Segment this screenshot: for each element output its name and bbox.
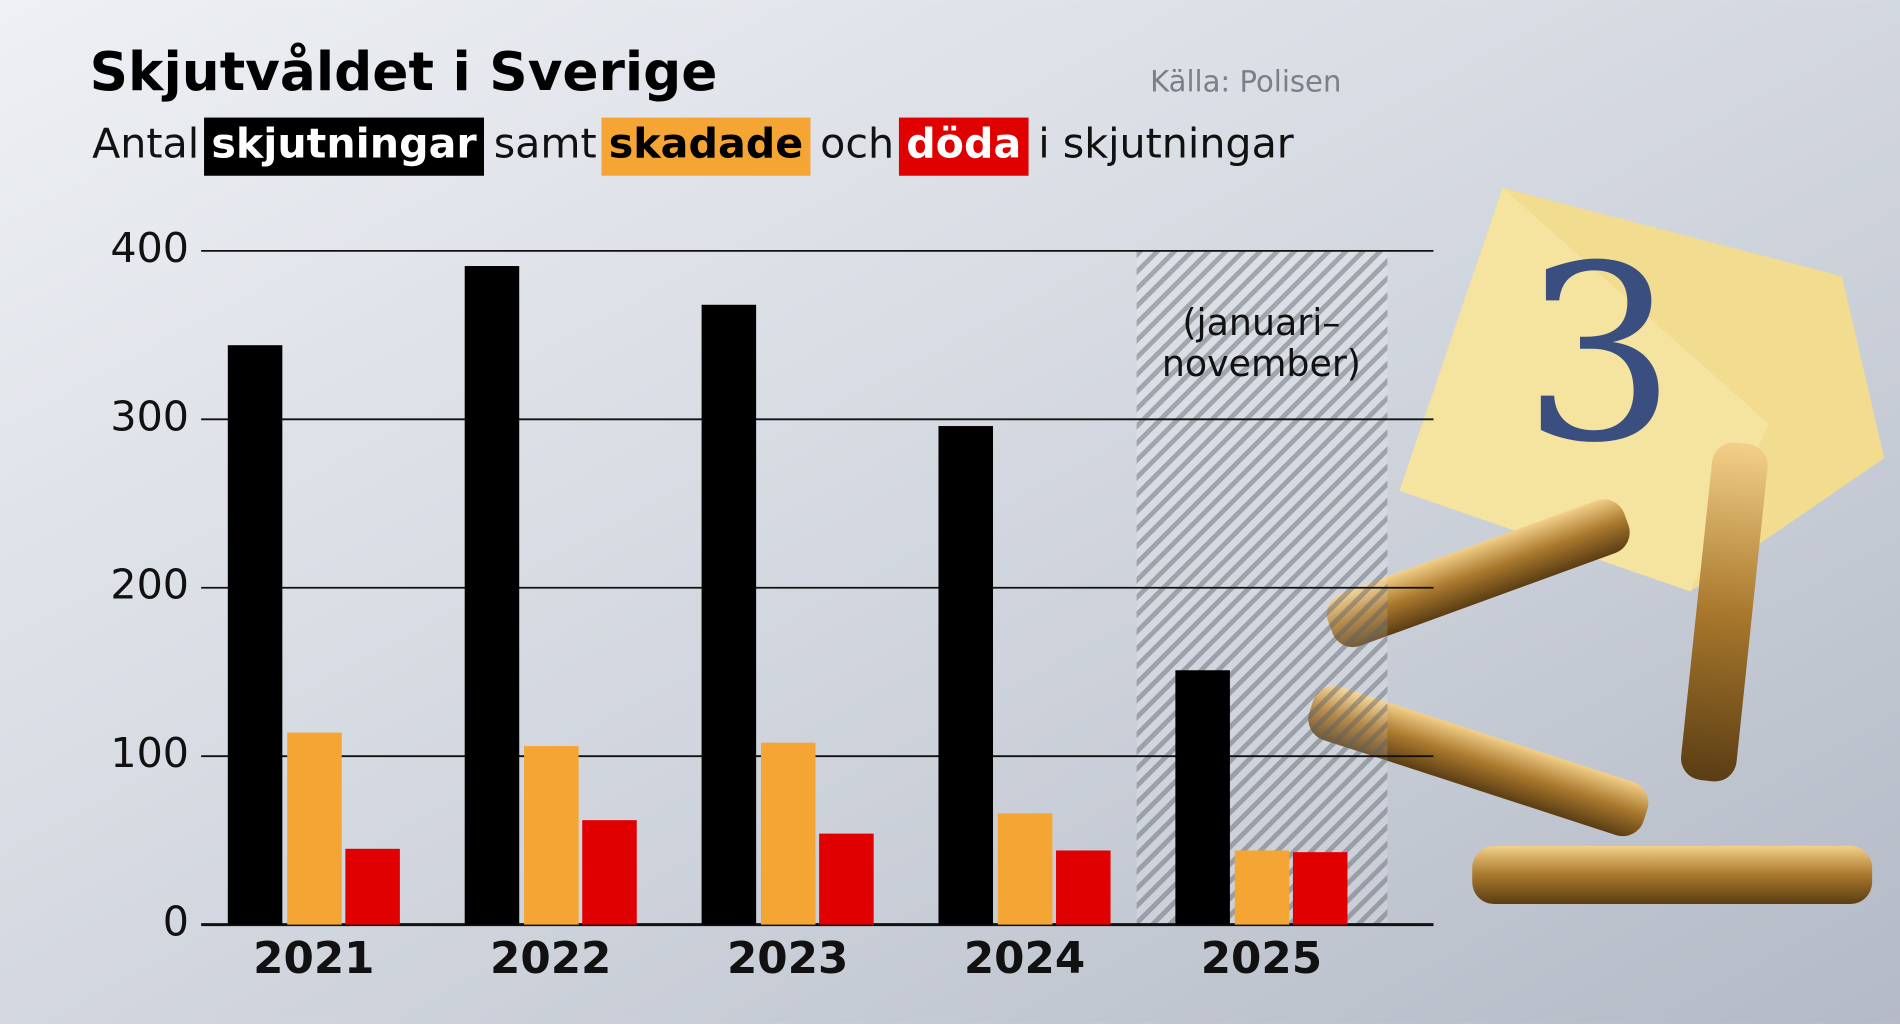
chart-title: Skjutvåldet i Sverige xyxy=(90,41,718,103)
bar xyxy=(1175,670,1230,925)
x-tick-label: 2024 xyxy=(964,934,1085,984)
y-tick-label: 0 xyxy=(163,898,189,946)
bar xyxy=(287,732,342,925)
x-tick-label: 2023 xyxy=(727,934,848,984)
plot: 0 100 200 300 400 2021 2022 2023 2024 2025 (januar… xyxy=(110,224,1434,984)
bar xyxy=(701,304,757,925)
bar xyxy=(1234,850,1290,925)
bar xyxy=(227,345,283,925)
x-tick-label: 2021 xyxy=(253,934,374,984)
subtitle-word: och xyxy=(820,120,894,168)
bar xyxy=(464,266,520,925)
y-tick-label: 200 xyxy=(110,561,189,609)
subtitle-word: Antal xyxy=(92,120,199,168)
legend-box xyxy=(204,117,484,176)
bar xyxy=(938,426,994,925)
subtitle-word: i skjutningar xyxy=(1038,120,1294,168)
bar xyxy=(345,848,400,925)
legend-label: skjutningar xyxy=(211,120,477,168)
subtitle: Antal skjutningar samt skadade och döda i skju… xyxy=(92,117,1294,176)
annotation: (januari– xyxy=(1182,301,1340,344)
bar xyxy=(582,820,637,925)
bar xyxy=(1056,850,1111,925)
photo-decor xyxy=(1308,187,1885,904)
y-tick-label: 100 xyxy=(110,729,189,777)
bar xyxy=(997,813,1053,925)
legend-box xyxy=(601,117,811,176)
x-tick-label: 2025 xyxy=(1201,934,1322,984)
annotation: november) xyxy=(1162,342,1361,385)
y-tick-label: 400 xyxy=(110,224,189,272)
legend-label: skadade xyxy=(609,120,803,168)
bar xyxy=(524,746,579,925)
source: Källa: Polisen xyxy=(1150,65,1341,99)
subtitle-word: samt xyxy=(494,120,597,168)
evidence-marker-label: 3 xyxy=(1522,214,1676,496)
y-tick-label: 300 xyxy=(110,392,189,440)
bar xyxy=(1292,852,1348,925)
bar xyxy=(760,742,816,925)
bar xyxy=(819,833,874,925)
x-tick-label: 2022 xyxy=(490,934,611,984)
legend-box xyxy=(898,117,1029,176)
legend-label: döda xyxy=(906,120,1021,168)
